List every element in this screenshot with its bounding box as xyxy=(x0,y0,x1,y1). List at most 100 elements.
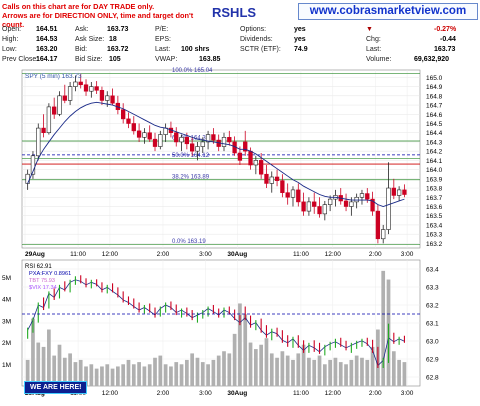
volume-bar xyxy=(110,368,115,386)
candle-body xyxy=(184,137,190,145)
y-tick-label: 163.2 xyxy=(426,241,443,248)
quote-col-4: Options: yes Dividends: yes SCTR (ETF): … xyxy=(240,26,308,53)
candle-body xyxy=(62,95,67,101)
volume-bar xyxy=(174,362,179,386)
candle-body xyxy=(381,229,386,240)
volume-bar xyxy=(73,362,78,386)
candle-body xyxy=(163,127,168,135)
volume-bar xyxy=(89,364,94,386)
y-tick-label: 163.9 xyxy=(426,176,443,183)
volume-bar xyxy=(402,362,407,386)
candle-body xyxy=(253,160,258,166)
volume-bar xyxy=(116,366,120,386)
volume-bar xyxy=(163,364,168,386)
candle-body xyxy=(211,134,216,141)
volume-bar xyxy=(296,353,301,386)
indicator-x-tick-label: 30Aug xyxy=(227,390,247,397)
candle-body xyxy=(205,134,211,143)
candle-body xyxy=(221,137,227,147)
volume-bar xyxy=(195,357,200,386)
x-tick-label: 11:00 xyxy=(70,251,86,258)
volume-bar xyxy=(354,355,359,386)
rsi-tick-label: 63.2 xyxy=(426,303,439,310)
rsi-tick-label: 63.1 xyxy=(426,321,439,328)
volume-bar xyxy=(222,351,226,386)
rsi-line xyxy=(27,279,405,367)
volume-bar xyxy=(285,355,290,386)
volume-tick-label: 3M xyxy=(2,318,11,325)
volume-bar xyxy=(100,366,104,386)
x-tick-label: 3:00 xyxy=(401,251,414,258)
y-tick-label: 163.8 xyxy=(426,186,443,193)
candle-body xyxy=(322,204,327,215)
volume-bar xyxy=(227,353,232,386)
volume-bar xyxy=(253,349,258,386)
candle-body xyxy=(73,81,78,87)
candle-body xyxy=(258,160,264,175)
down-arrow-icon: ▼ xyxy=(366,26,373,33)
volume-bar xyxy=(131,364,136,386)
site-url-link[interactable]: www.cobrasmarketview.com xyxy=(298,3,478,20)
disclaimer-line-2: Arrows are for DIRECTION ONLY, time and … xyxy=(2,11,194,29)
candle-body xyxy=(52,106,57,115)
fib-label: 0.0% 163.19 xyxy=(172,239,206,245)
candle-body xyxy=(110,95,115,104)
volume-bar xyxy=(301,344,306,386)
candle-body xyxy=(227,137,232,143)
candle-body xyxy=(25,173,30,184)
volume-tick-label: 1M xyxy=(2,362,11,369)
price-chart: 163.2 163.3 163.4 163.5 163.6 163.7 163.8 163.9… xyxy=(21,68,443,258)
candle-body xyxy=(349,201,354,207)
volume-bar xyxy=(47,329,51,386)
volume-bar xyxy=(275,357,279,386)
y-tick-label: 164.5 xyxy=(426,121,443,128)
y-tick-label: 163.3 xyxy=(426,232,443,239)
volume-bar xyxy=(216,355,221,386)
candle-body xyxy=(94,86,99,91)
volume-bar xyxy=(317,355,322,386)
volume-bar xyxy=(94,368,99,386)
candle-body xyxy=(131,123,136,132)
volume-bar xyxy=(259,344,264,386)
candle-body xyxy=(280,180,285,193)
y-tick-label: 164.1 xyxy=(426,158,443,165)
candle-body xyxy=(264,173,269,184)
volume-bar xyxy=(153,357,157,386)
volume-bar xyxy=(78,359,83,386)
volume-bar xyxy=(31,318,35,386)
symbol-title: RSHLS xyxy=(212,5,257,20)
y-tick-label: 164.2 xyxy=(426,149,443,156)
volume-bar xyxy=(307,357,311,386)
volume-bar xyxy=(121,364,126,386)
candle-body xyxy=(391,187,396,196)
volume-bar xyxy=(200,362,205,386)
rsi-tick-label: 63.3 xyxy=(426,285,439,292)
volume-bar xyxy=(344,364,348,386)
indicator-x-tick-label: 3:00 xyxy=(199,390,212,397)
candle-body xyxy=(99,89,105,101)
quote-col-3: P/E: EPS: Last: 100 shrs VWAP: 163.85 xyxy=(155,26,221,63)
candle-body xyxy=(30,155,36,175)
fib-label: 100.0% 165.04 xyxy=(172,68,213,74)
volume-bar xyxy=(84,366,88,386)
candle-body xyxy=(142,132,147,138)
candle-body xyxy=(243,141,248,152)
candle-body xyxy=(147,132,152,140)
y-tick-label: 164.3 xyxy=(426,139,443,146)
volume-bar xyxy=(381,270,386,386)
candle-body xyxy=(136,130,142,138)
candle-body xyxy=(306,201,312,212)
candle-body xyxy=(396,189,402,196)
candle-body xyxy=(195,146,200,152)
indicator-x-tick-label: 3:00 xyxy=(401,390,414,397)
volume-bar xyxy=(62,357,67,386)
volume-bar xyxy=(397,359,401,386)
volume-bar xyxy=(36,342,41,386)
candle-body xyxy=(359,193,365,198)
volume-tick-label: 2M xyxy=(2,340,11,347)
x-tick-label: 11:00 xyxy=(293,251,309,258)
candle-body xyxy=(200,141,205,147)
plot-area xyxy=(21,69,421,249)
x-tick-label: 2:00 xyxy=(369,251,382,258)
volume-bar xyxy=(365,359,370,386)
